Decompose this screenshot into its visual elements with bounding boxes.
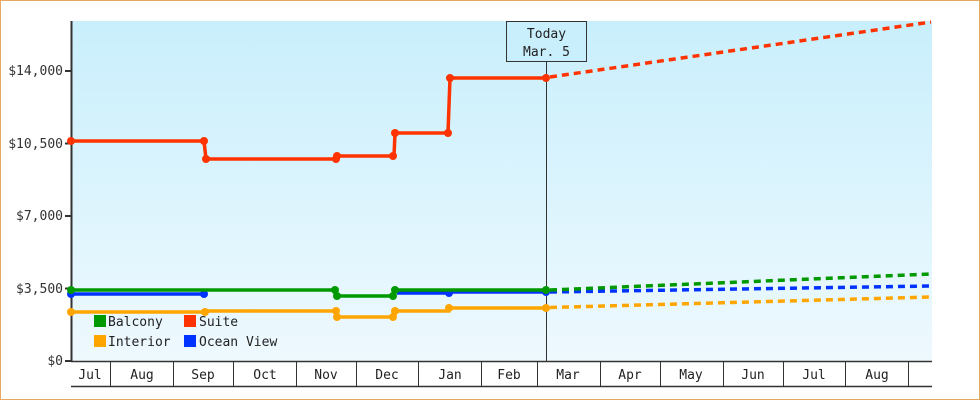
series-suite [67, 20, 932, 163]
legend-swatch-ocean-view [184, 335, 196, 347]
y-label-10500: $10,500 [8, 137, 63, 152]
legend-swatch-interior [94, 335, 106, 347]
y-label-14000: $14,000 [8, 64, 63, 79]
x-label-oct: Oct [253, 368, 276, 383]
x-label-jun: Jun [741, 368, 764, 383]
y-axis-ticks: $0 $3,500 $7,000 $10,500 $14,000 [8, 64, 72, 369]
legend: Balcony Suite Interior Ocean View [94, 315, 277, 350]
legend-label-suite: Suite [199, 315, 238, 330]
y-label-0: $0 [47, 354, 63, 369]
legend-label-ocean-view: Ocean View [199, 335, 277, 350]
x-label-sep: Sep [191, 368, 215, 383]
legend-item-balcony[interactable]: Balcony [94, 315, 163, 330]
x-label-nov: Nov [314, 368, 338, 383]
legend-item-suite[interactable]: Suite [184, 315, 238, 330]
today-label: Today [527, 27, 566, 42]
x-label-apr: Apr [618, 368, 642, 383]
plot-area [72, 21, 932, 361]
series-ocean-view [67, 284, 932, 298]
series-interior [67, 295, 932, 321]
legend-label-balcony: Balcony [108, 315, 163, 330]
series-balcony [67, 272, 932, 300]
x-label-dec: Dec [375, 368, 398, 383]
y-label-3500: $3,500 [16, 282, 63, 297]
y-label-7000: $7,000 [16, 209, 63, 224]
x-label-mar: Mar [556, 368, 580, 383]
x-label-aug-2: Aug [865, 368, 888, 383]
legend-label-interior: Interior [108, 335, 171, 350]
x-label-feb: Feb [497, 368, 521, 383]
legend-item-ocean-view[interactable]: Ocean View [184, 335, 277, 350]
x-label-may: May [679, 368, 703, 383]
x-label-jul-2: Jul [802, 368, 825, 383]
x-label-aug: Aug [130, 368, 153, 383]
legend-swatch-suite [184, 315, 196, 327]
x-axis: Jul Aug Sep Oct Nov Dec Jan Feb Mar Apr … [71, 360, 932, 388]
legend-swatch-balcony [94, 315, 106, 327]
legend-item-interior[interactable]: Interior [94, 335, 171, 350]
x-label-jan: Jan [438, 368, 461, 383]
today-date: Mar. 5 [523, 45, 570, 60]
x-label-jul: Jul [78, 368, 101, 383]
